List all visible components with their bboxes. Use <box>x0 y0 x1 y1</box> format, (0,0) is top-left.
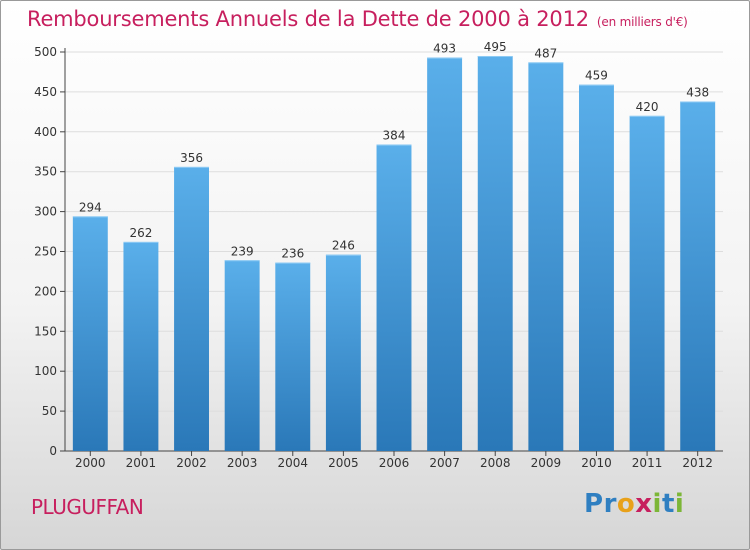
chart-title: Remboursements Annuels de la Dette de 20… <box>27 7 688 31</box>
bar-value-label: 236 <box>281 247 304 261</box>
bar <box>477 55 513 452</box>
x-tick-label: 2002 <box>176 456 207 470</box>
x-tick-label: 2004 <box>277 456 308 470</box>
y-tick-label: 250 <box>34 245 57 259</box>
proxiti-logo: Proxiti <box>584 489 684 519</box>
bar <box>578 84 614 451</box>
bar-value-label: 246 <box>332 239 355 253</box>
bar-value-label: 438 <box>686 85 709 99</box>
bar-chart: 0 50 100 150 200 250 300 350 400 450 500 294 2000 262… <box>34 40 723 470</box>
x-tick-label: 2006 <box>379 456 410 470</box>
logo-letter: x <box>635 489 653 519</box>
bar-value-label: 294 <box>79 200 102 214</box>
y-tick-label: 100 <box>34 364 57 378</box>
bar <box>224 260 260 451</box>
x-tick-label: 2003 <box>227 456 258 470</box>
y-tick-label: 50 <box>42 404 57 418</box>
bar-value-label: 459 <box>585 69 608 83</box>
bar <box>528 62 564 452</box>
bar <box>427 57 463 451</box>
bar-value-label: 239 <box>231 244 254 258</box>
x-tick-label: 2000 <box>75 456 106 470</box>
bar-value-label: 487 <box>534 46 557 60</box>
x-tick-label: 2012 <box>682 456 713 470</box>
bar <box>72 216 108 451</box>
bar <box>376 144 412 451</box>
y-tick-label: 150 <box>34 324 57 338</box>
logo-letter: o <box>616 489 636 519</box>
bar-value-label: 384 <box>383 129 406 143</box>
bar-value-label: 493 <box>433 42 456 56</box>
chart-title-text: Remboursements Annuels de la Dette de 20… <box>27 7 589 31</box>
y-tick-label: 400 <box>34 125 57 139</box>
bar <box>275 262 311 451</box>
x-tick-label: 2009 <box>531 456 562 470</box>
logo-letter: t <box>661 489 675 519</box>
logo-letter: r <box>603 489 617 519</box>
x-tick-label: 2005 <box>328 456 359 470</box>
bar <box>629 115 665 451</box>
y-tick-label: 500 <box>34 45 57 59</box>
bar-value-label: 495 <box>484 40 507 54</box>
x-tick-label: 2010 <box>581 456 612 470</box>
bar <box>680 101 716 451</box>
y-tick-label: 350 <box>34 165 57 179</box>
bar-value-label: 356 <box>180 151 203 165</box>
bar <box>123 241 159 451</box>
y-tick-label: 0 <box>49 444 57 458</box>
logo-letter: P <box>584 489 604 519</box>
bar <box>174 166 210 452</box>
x-tick-label: 2001 <box>126 456 157 470</box>
chart-unit: (en milliers d'€) <box>596 15 688 29</box>
commune-name: PLUGUFFAN <box>31 495 144 519</box>
bar <box>325 254 361 451</box>
x-tick-label: 2008 <box>480 456 511 470</box>
y-tick-label: 200 <box>34 284 57 298</box>
y-tick-label: 300 <box>34 205 57 219</box>
x-tick-label: 2007 <box>429 456 460 470</box>
y-tick-label: 450 <box>34 85 57 99</box>
logo-letter: i <box>652 489 662 519</box>
bar-value-label: 420 <box>636 100 659 114</box>
x-tick-label: 2011 <box>632 456 663 470</box>
bar-value-label: 262 <box>129 226 152 240</box>
logo-letter: i <box>674 489 685 519</box>
